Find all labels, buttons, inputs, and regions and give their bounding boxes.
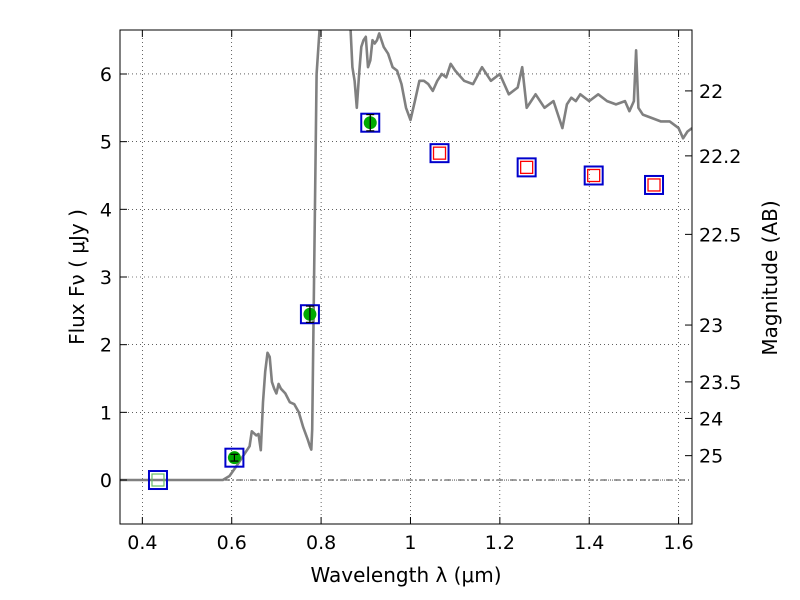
y2-axis-label: Magnitude (AB) — [758, 200, 782, 355]
y-tick-label: 1 — [100, 402, 112, 424]
y2-tick-label: 24 — [699, 408, 723, 430]
x-tick-label: 1.6 — [663, 532, 693, 554]
tick-layer: 0.4 0.6 0.8 1 1.2 1.4 1.601234562222.222.52323… — [100, 30, 741, 554]
y-axis-label: Flux Fν ( μJy ) — [65, 209, 89, 345]
spectrum-layer — [120, 30, 692, 482]
photometry-square-marker — [644, 174, 665, 195]
points-layer — [147, 112, 665, 491]
y-tick-label: 4 — [100, 199, 112, 221]
observed-point-marker — [151, 473, 165, 487]
photometry-square-marker — [224, 447, 245, 468]
template-spectrum-line — [120, 30, 692, 482]
model-square-marker — [647, 178, 661, 192]
photometry-square-marker — [583, 165, 604, 186]
y-tick-label: 5 — [100, 132, 112, 154]
model-square-marker — [432, 146, 447, 160]
model-square-marker — [587, 168, 601, 183]
y-tick-label: 6 — [100, 64, 112, 86]
photometry-square-marker — [147, 470, 168, 491]
y-tick-label: 0 — [100, 470, 112, 492]
x-axis-label: Wavelength λ (μm) — [310, 563, 501, 587]
y2-tick-label: 22.5 — [699, 224, 741, 246]
photometry-square-marker — [429, 143, 450, 164]
x-tick-label: 0.8 — [306, 532, 336, 554]
photometry-square-marker — [360, 112, 381, 133]
model-square-marker — [520, 160, 534, 175]
x-tick-label: 0.4 — [127, 532, 157, 554]
y2-tick-label: 22 — [699, 81, 723, 103]
y-tick-label: 3 — [100, 267, 112, 289]
photometry-square-marker — [299, 304, 320, 325]
y2-tick-label: 22.2 — [699, 146, 741, 168]
x-tick-label: 1 — [404, 532, 416, 554]
photometry-square-marker — [516, 157, 537, 178]
y2-tick-label: 23 — [699, 315, 723, 337]
x-tick-label: 1.4 — [574, 532, 604, 554]
y-tick-label: 2 — [100, 335, 112, 357]
x-tick-label: 1.2 — [485, 532, 515, 554]
x-tick-label: 0.6 — [217, 532, 247, 554]
y2-tick-label: 23.5 — [699, 372, 741, 394]
y2-tick-label: 25 — [699, 446, 723, 468]
